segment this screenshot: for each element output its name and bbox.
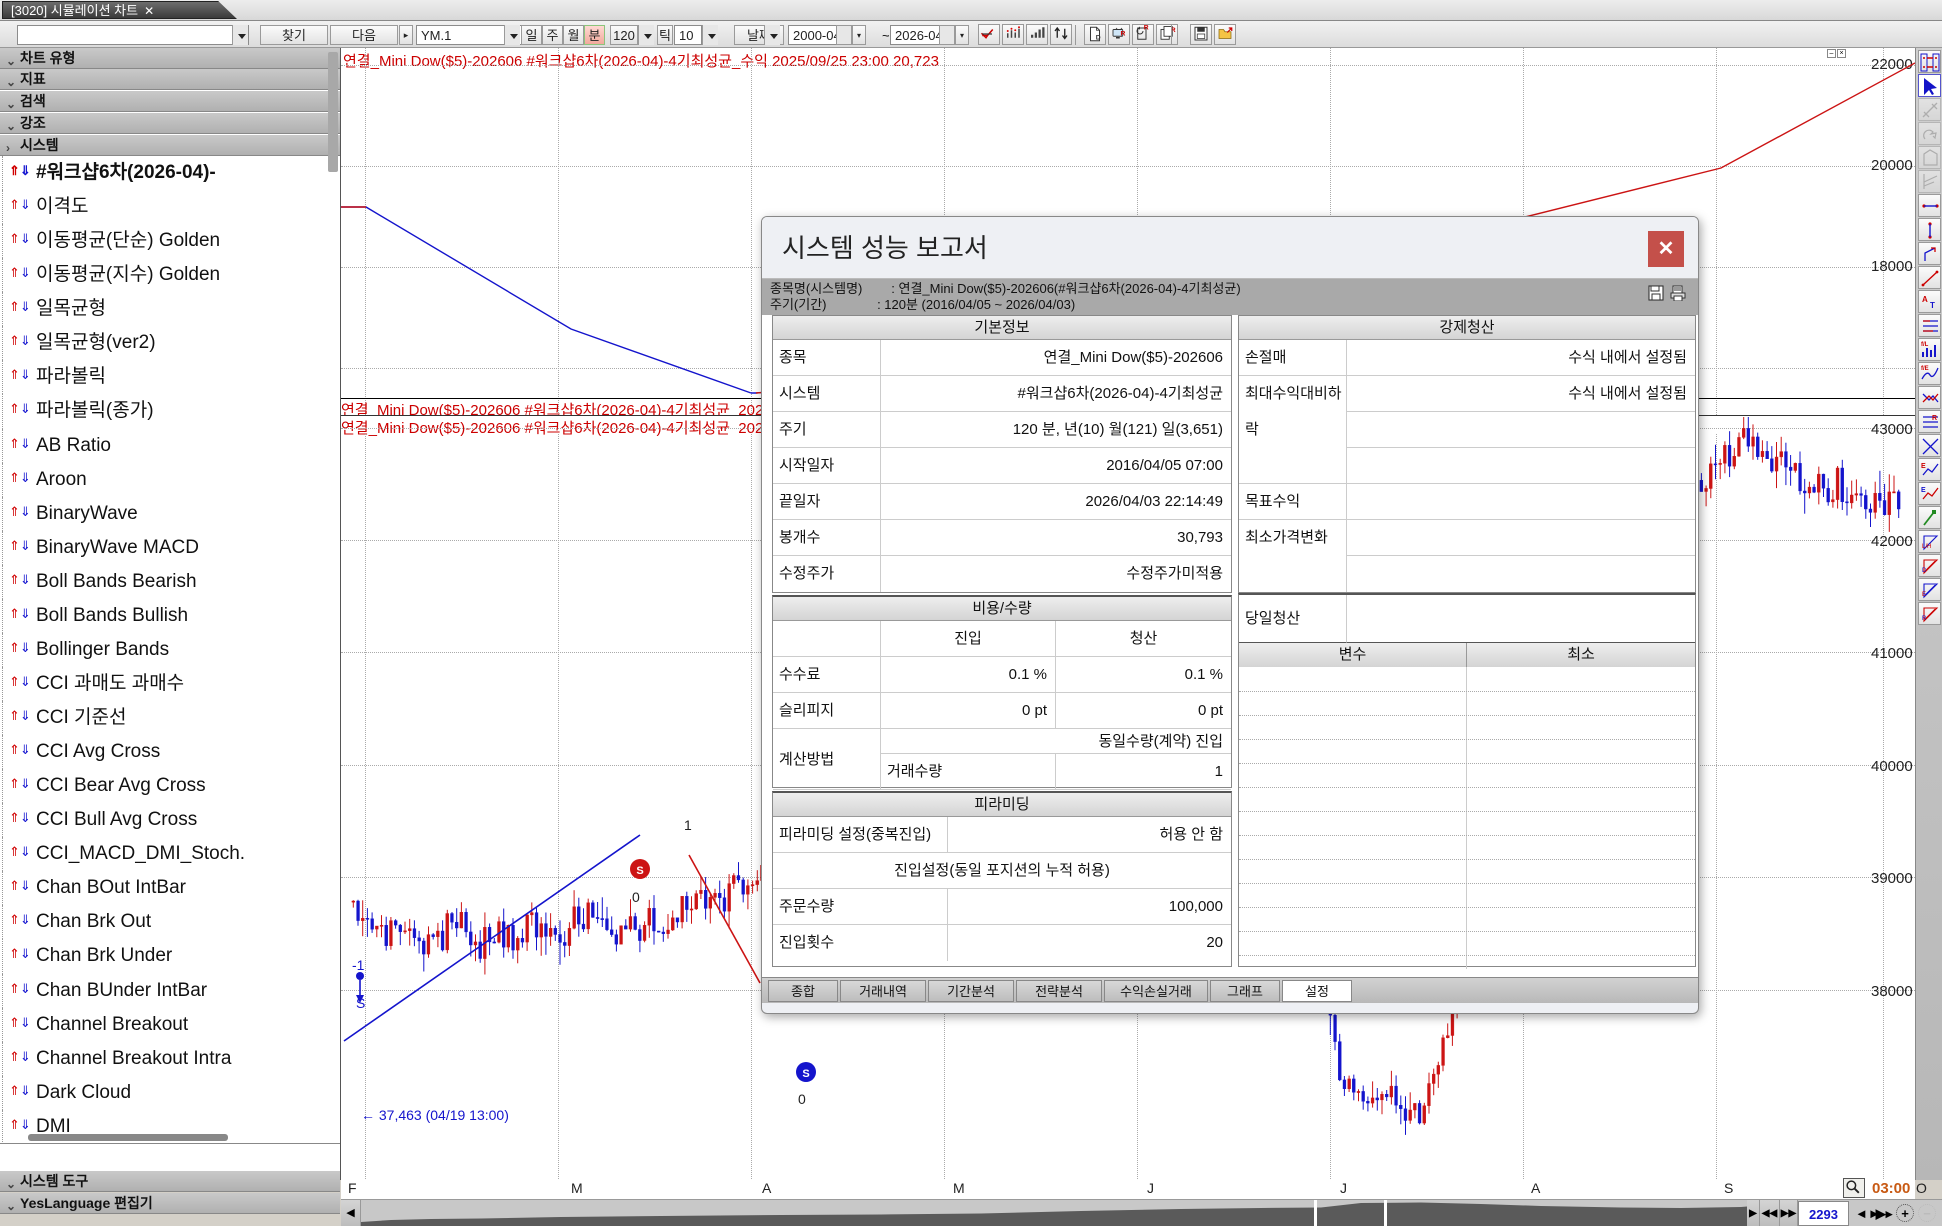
- svg-text:f/E: f/E: [1921, 366, 1929, 372]
- svg-text:E: E: [1922, 592, 1926, 598]
- svg-text:D: D: [1922, 568, 1927, 574]
- svg-text:L/H: L/H: [1922, 544, 1931, 550]
- svg-text:R: R: [1932, 415, 1937, 422]
- svg-text:R: R: [1144, 25, 1149, 32]
- svg-text:A: A: [1922, 295, 1928, 304]
- svg-text:R: R: [1922, 616, 1927, 622]
- svg-text:T: T: [1930, 301, 1935, 310]
- svg-text:E: E: [1921, 487, 1926, 494]
- svg-text:D: D: [1096, 34, 1101, 41]
- svg-text:R: R: [1121, 31, 1126, 38]
- svg-text:E: E: [1921, 463, 1926, 470]
- svg-text:f/L: f/L: [1921, 342, 1929, 348]
